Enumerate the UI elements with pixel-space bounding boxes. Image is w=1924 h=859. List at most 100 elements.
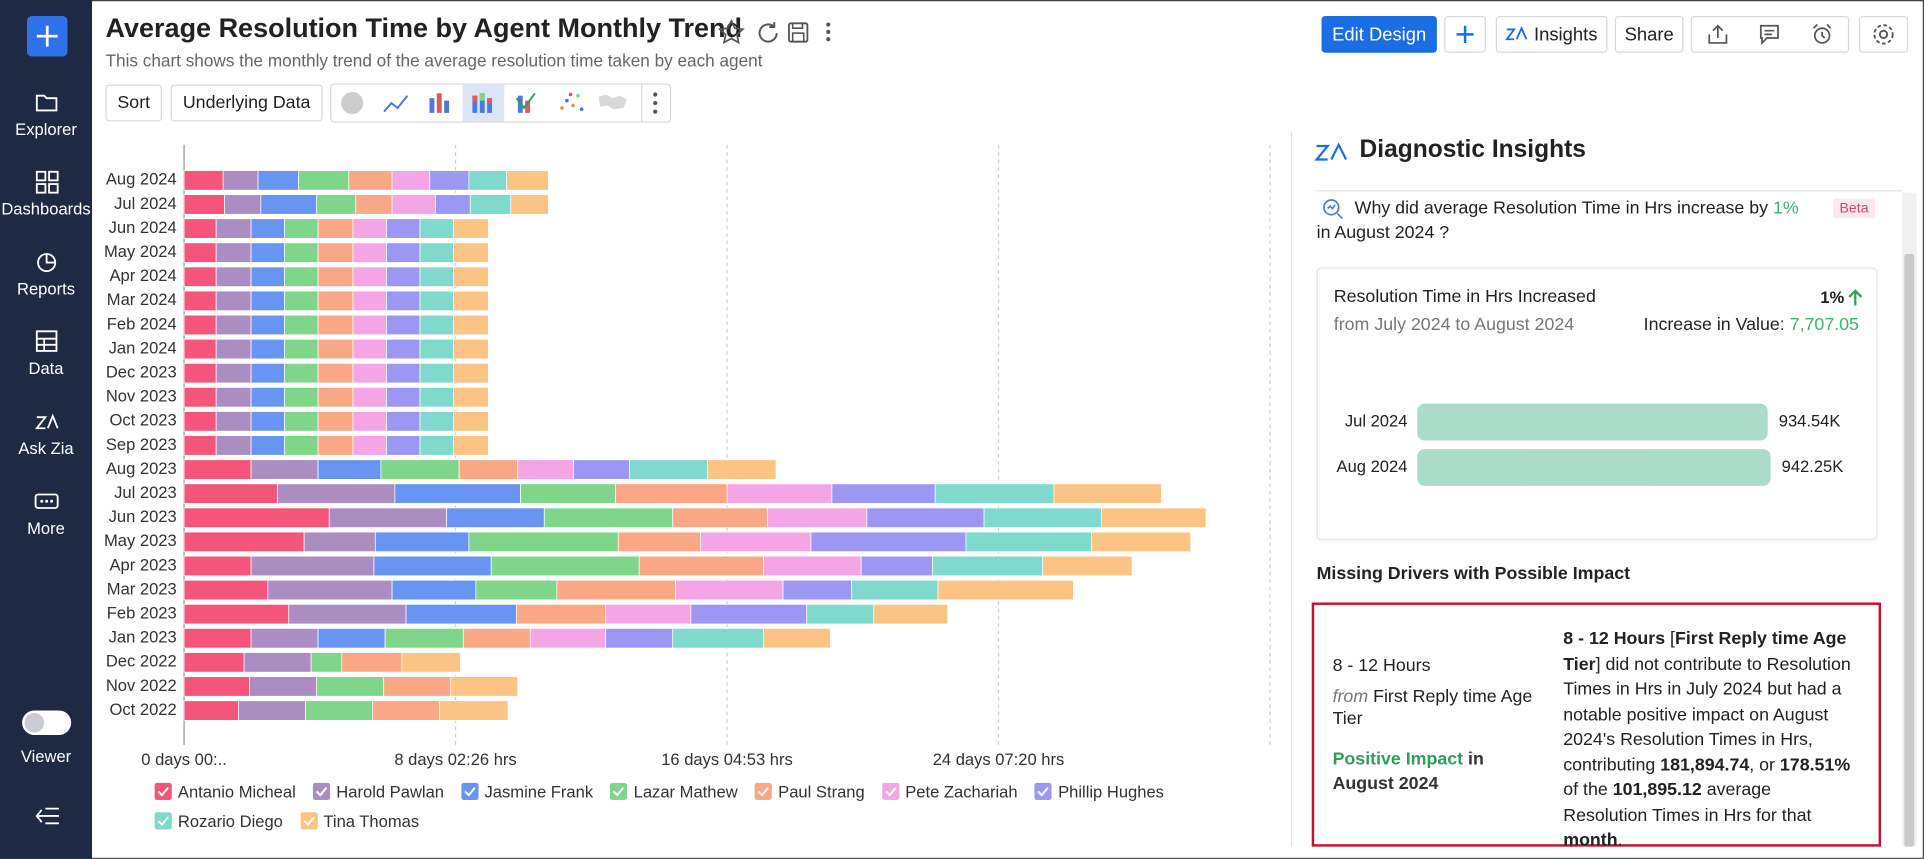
desc-part: ] did not contribute to Resolution Times…: [1563, 654, 1851, 775]
check-mark: [1037, 787, 1050, 797]
combo-icon[interactable]: [515, 92, 536, 113]
y-tick-label: Jan 2023: [109, 628, 177, 647]
bar-segment: [284, 411, 319, 432]
refresh-icon[interactable]: [758, 22, 778, 43]
legend-item[interactable]: Pete Zachariah: [881, 780, 1018, 802]
bar-segment: [386, 411, 421, 432]
collapse-icon[interactable]: [34, 805, 61, 827]
dashboards-icon[interactable]: [33, 168, 60, 195]
bar-segment: [303, 531, 376, 553]
comparison-chart: Jul 2024 934.54K Aug 2024 942.25K: [1337, 403, 1843, 486]
check-icon: [1037, 787, 1050, 797]
legend-item[interactable]: Paul Strang: [754, 780, 865, 802]
bar-segment: [1091, 531, 1192, 553]
edit-design-button[interactable]: Edit Design: [1321, 15, 1437, 53]
bar-segment: [707, 459, 777, 480]
y-tick-label: May 2024: [104, 242, 177, 261]
bar-segment: [462, 628, 531, 649]
scroll-thumb[interactable]: [1904, 253, 1915, 847]
impact-period: in August 2024: [1332, 749, 1484, 794]
bar-segment: [250, 628, 319, 649]
bar-segment: [1042, 555, 1133, 577]
stacked-bar-icon[interactable]: [472, 93, 493, 113]
nav-label[interactable]: More: [27, 519, 65, 538]
nav-label[interactable]: Explorer: [15, 120, 77, 139]
sort-button[interactable]: Sort: [105, 84, 162, 122]
reports-icon[interactable]: [33, 248, 60, 275]
bar-segment: [215, 362, 252, 384]
share-button[interactable]: Share: [1614, 15, 1684, 53]
bar-segment: [386, 362, 421, 384]
zia-icon[interactable]: [33, 407, 60, 434]
nav-label[interactable]: Data: [28, 359, 64, 378]
desc-part: .: [1617, 830, 1623, 851]
data-icon[interactable]: [33, 328, 60, 355]
bar-segment: [453, 218, 489, 239]
kebab-icon[interactable]: [826, 22, 831, 42]
bar-segment: [763, 555, 862, 577]
scatter-icon[interactable]: [560, 92, 584, 112]
nav-label[interactable]: Dashboards: [1, 200, 91, 219]
legend-swatch: [312, 782, 331, 801]
bar-segment: [310, 652, 343, 673]
nav-label[interactable]: Reports: [17, 279, 76, 299]
button-label: Share: [1624, 23, 1674, 45]
legend-item[interactable]: Jasmine Frank: [461, 780, 593, 802]
favorite-icon[interactable]: [717, 18, 745, 45]
bar-segment: [873, 603, 949, 625]
bar-segment: [380, 459, 460, 480]
bar-segment: [468, 170, 507, 191]
legend-label: Antanio Micheal: [177, 782, 296, 801]
nav-label[interactable]: Ask Zia: [18, 439, 74, 458]
legend-item[interactable]: Harold Pawlan: [312, 780, 444, 802]
bar-segment: [352, 290, 387, 312]
line-icon[interactable]: [383, 95, 409, 113]
more-types-icon[interactable]: [653, 92, 658, 114]
bar-segment: [183, 338, 217, 360]
scrollbar[interactable]: [1901, 192, 1917, 847]
y-tick-label: Dec 2022: [106, 652, 177, 671]
legend-swatch: [1034, 782, 1052, 801]
bar-segment: [317, 338, 354, 360]
pie-icon[interactable]: [341, 92, 364, 115]
export-icon[interactable]: [1706, 22, 1731, 47]
check-icon: [884, 787, 897, 797]
more-icon[interactable]: [33, 487, 60, 514]
bar-segment: [490, 555, 640, 577]
bar-segment: [450, 676, 519, 697]
check-mark: [613, 787, 625, 797]
bar-segment: [386, 435, 421, 456]
underlying-data-button[interactable]: Underlying Data: [170, 84, 323, 122]
save-icon[interactable]: [788, 22, 809, 43]
map-icon[interactable]: [598, 94, 628, 110]
bar-segment: [250, 555, 375, 577]
bar-segment: [605, 628, 674, 649]
bar-segment: [453, 314, 489, 336]
bar-segment: [317, 435, 354, 456]
insights-button[interactable]: Insights: [1495, 15, 1608, 53]
legend-item[interactable]: Phillip Hughes: [1034, 780, 1164, 802]
bar-segment: [183, 628, 252, 649]
add-button[interactable]: [1444, 15, 1486, 53]
alarm-icon[interactable]: [1810, 22, 1835, 47]
legend-item[interactable]: Rozario Diego: [154, 810, 283, 832]
check-icon: [464, 787, 476, 797]
bar-segment: [429, 170, 470, 191]
y-tick-label: Nov 2022: [106, 676, 177, 695]
bar-icon[interactable]: [429, 93, 450, 113]
comment-icon[interactable]: [1758, 22, 1783, 47]
bar-segment: [419, 266, 454, 287]
bar-segment: [419, 338, 454, 360]
bar-segment: [638, 555, 764, 577]
legend-item[interactable]: Lazar Mathew: [610, 780, 738, 802]
viewer-toggle[interactable]: [22, 710, 72, 735]
legend-swatch: [461, 782, 479, 801]
new-button[interactable]: [26, 15, 68, 57]
settings-button[interactable]: [1858, 15, 1909, 53]
bar-segment: [386, 218, 421, 239]
explorer-icon[interactable]: [33, 88, 60, 115]
legend-item[interactable]: Tina Thomas: [300, 810, 419, 832]
bar-segment: [260, 194, 318, 215]
legend-item[interactable]: Antanio Micheal: [154, 780, 296, 802]
toggle-knob: [24, 712, 45, 733]
